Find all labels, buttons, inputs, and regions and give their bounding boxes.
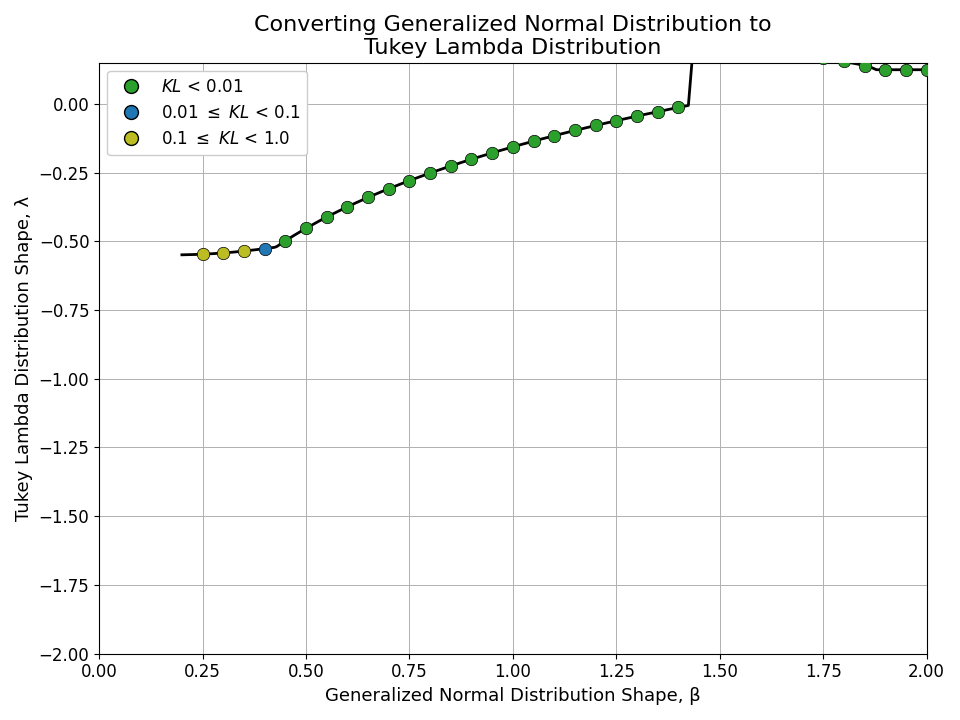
- 0.1 $\leq$ $\mathit{KL}$ < 1.0: [195, 248, 210, 260]
- $\mathit{KL}$ < 0.01: [319, 211, 334, 222]
- $\mathit{KL}$ < 0.01: [815, 52, 830, 63]
- $\mathit{KL}$ < 0.01: [609, 115, 624, 127]
- $\mathit{KL}$ < 0.01: [588, 120, 603, 131]
- $\mathit{KL}$ < 0.01: [650, 106, 665, 117]
- $\mathit{KL}$ < 0.01: [630, 110, 645, 122]
- $\mathit{KL}$ < 0.01: [671, 102, 686, 113]
- $\mathit{KL}$ < 0.01: [444, 160, 459, 171]
- Y-axis label: Tukey Lambda Distribution Shape, λ: Tukey Lambda Distribution Shape, λ: [15, 196, 33, 521]
- $\mathit{KL}$ < 0.01: [526, 135, 541, 147]
- $\mathit{KL}$ < 0.01: [422, 167, 438, 179]
- X-axis label: Generalized Normal Distribution Shape, β: Generalized Normal Distribution Shape, β: [325, 687, 701, 705]
- $\mathit{KL}$ < 0.01: [546, 130, 562, 141]
- $\mathit{KL}$ < 0.01: [691, 25, 707, 37]
- $\mathit{KL}$ < 0.01: [899, 64, 914, 76]
- $\mathit{KL}$ < 0.01: [732, 35, 748, 47]
- $\mathit{KL}$ < 0.01: [754, 40, 769, 51]
- $\mathit{KL}$ < 0.01: [712, 30, 728, 42]
- $\mathit{KL}$ < 0.01: [340, 201, 355, 212]
- $\mathit{KL}$ < 0.01: [485, 147, 500, 158]
- $\mathit{KL}$ < 0.01: [464, 153, 479, 165]
- Legend: $\mathit{KL}$ < 0.01, 0.01 $\leq$ $\mathit{KL}$ < 0.1, 0.1 $\leq$ $\mathit{KL}$ : $\mathit{KL}$ < 0.01, 0.01 $\leq$ $\math…: [108, 71, 307, 155]
- Title: Converting Generalized Normal Distribution to
Tukey Lambda Distribution: Converting Generalized Normal Distributi…: [254, 15, 772, 58]
- $\mathit{KL}$ < 0.01: [277, 235, 293, 247]
- $\mathit{KL}$ < 0.01: [299, 222, 314, 234]
- 0.01 $\leq$ $\mathit{KL}$ < 0.1: [257, 243, 273, 254]
- $\mathit{KL}$ < 0.01: [774, 44, 789, 55]
- $\mathit{KL}$ < 0.01: [857, 60, 873, 71]
- $\mathit{KL}$ < 0.01: [795, 48, 810, 60]
- $\mathit{KL}$ < 0.01: [877, 64, 893, 76]
- 0.1 $\leq$ $\mathit{KL}$ < 1.0: [216, 247, 231, 258]
- $\mathit{KL}$ < 0.01: [360, 192, 375, 203]
- $\mathit{KL}$ < 0.01: [836, 55, 852, 67]
- $\mathit{KL}$ < 0.01: [505, 141, 520, 153]
- $\mathit{KL}$ < 0.01: [401, 175, 417, 186]
- 0.1 $\leq$ $\mathit{KL}$ < 1.0: [236, 246, 252, 257]
- $\mathit{KL}$ < 0.01: [381, 183, 396, 194]
- $\mathit{KL}$ < 0.01: [919, 64, 934, 76]
- $\mathit{KL}$ < 0.01: [567, 125, 583, 136]
